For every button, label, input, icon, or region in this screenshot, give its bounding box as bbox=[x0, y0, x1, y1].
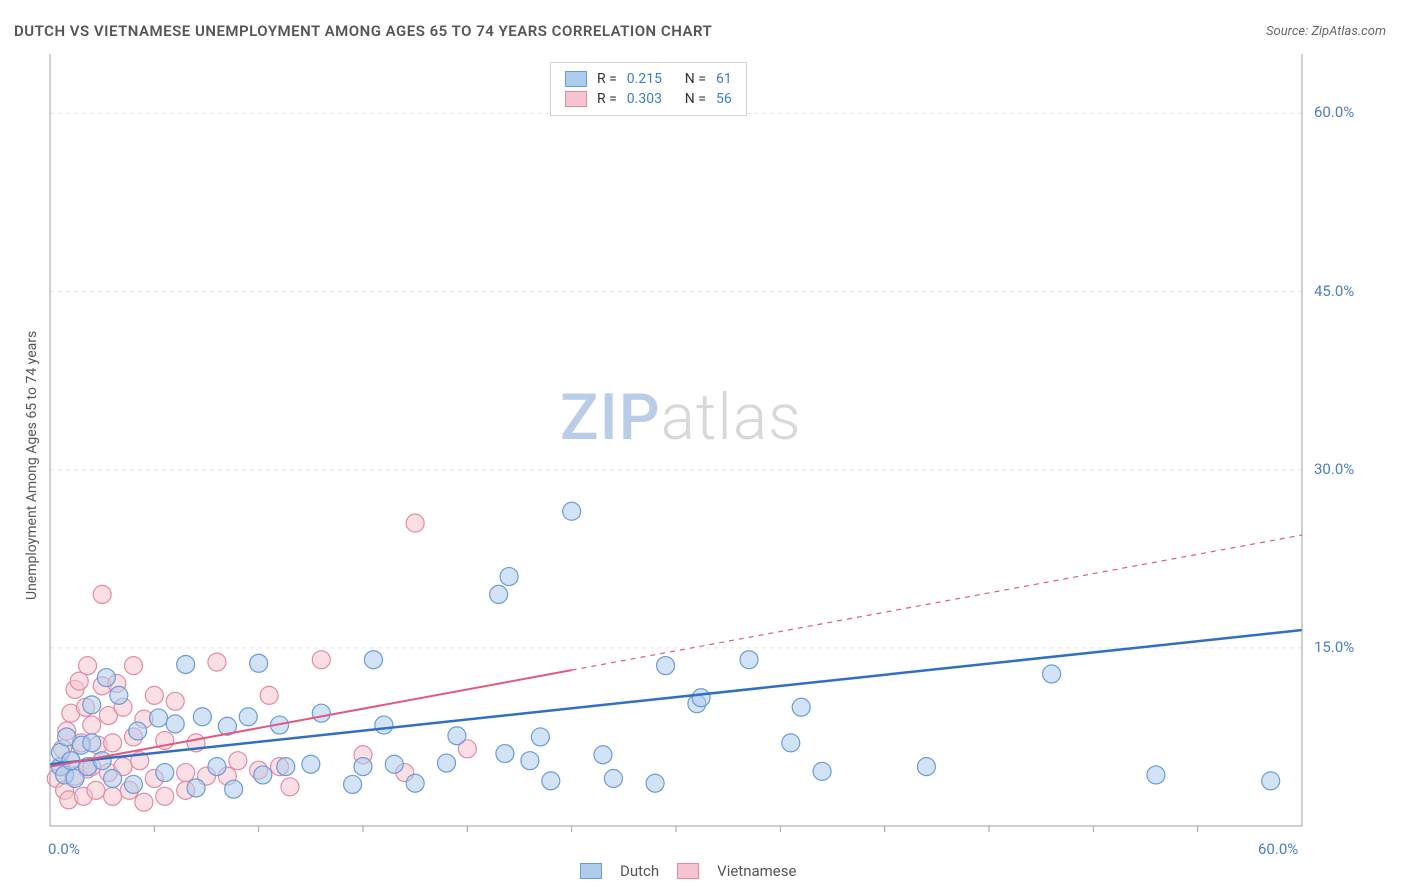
source-prefix: Source: bbox=[1266, 24, 1308, 39]
legend-r-value: 0.303 bbox=[627, 91, 675, 107]
legend-row: R = 0.215 N = 61 bbox=[565, 69, 732, 89]
correlation-legend: R = 0.215 N = 61 R = 0.303 N = 56 bbox=[550, 62, 747, 116]
source-attribution: Source: ZipAtlas.com bbox=[1266, 24, 1386, 39]
legend-swatch bbox=[677, 863, 699, 879]
scatter-chart bbox=[45, 54, 1406, 896]
legend-n-value: 56 bbox=[716, 91, 732, 107]
legend-r-label: R = bbox=[597, 91, 617, 107]
legend-series-label: Vietnamese bbox=[717, 862, 796, 880]
legend-swatch bbox=[565, 91, 587, 107]
y-tick-label: 30.0% bbox=[1314, 460, 1354, 478]
y-tick-label: 45.0% bbox=[1314, 282, 1354, 300]
chart-title: DUTCH VS VIETNAMESE UNEMPLOYMENT AMONG A… bbox=[14, 22, 712, 40]
series-legend: Dutch Vietnamese bbox=[580, 862, 796, 880]
x-tick-label: 0.0% bbox=[48, 840, 80, 858]
y-tick-label: 15.0% bbox=[1314, 638, 1354, 656]
legend-series-label: Dutch bbox=[620, 862, 659, 880]
y-axis-label: Unemployment Among Ages 65 to 74 years bbox=[24, 331, 40, 600]
legend-r-label: R = bbox=[597, 71, 617, 87]
legend-n-label: N = bbox=[685, 71, 706, 87]
x-tick-label: 60.0% bbox=[1258, 840, 1298, 858]
legend-r-value: 0.215 bbox=[627, 71, 675, 87]
legend-swatch bbox=[580, 863, 602, 879]
y-tick-label: 60.0% bbox=[1314, 103, 1354, 121]
legend-n-value: 61 bbox=[716, 71, 732, 87]
source-value: ZipAtlas.com bbox=[1311, 24, 1386, 39]
legend-row: R = 0.303 N = 56 bbox=[565, 89, 732, 109]
legend-swatch bbox=[565, 71, 587, 87]
legend-n-label: N = bbox=[685, 91, 706, 107]
